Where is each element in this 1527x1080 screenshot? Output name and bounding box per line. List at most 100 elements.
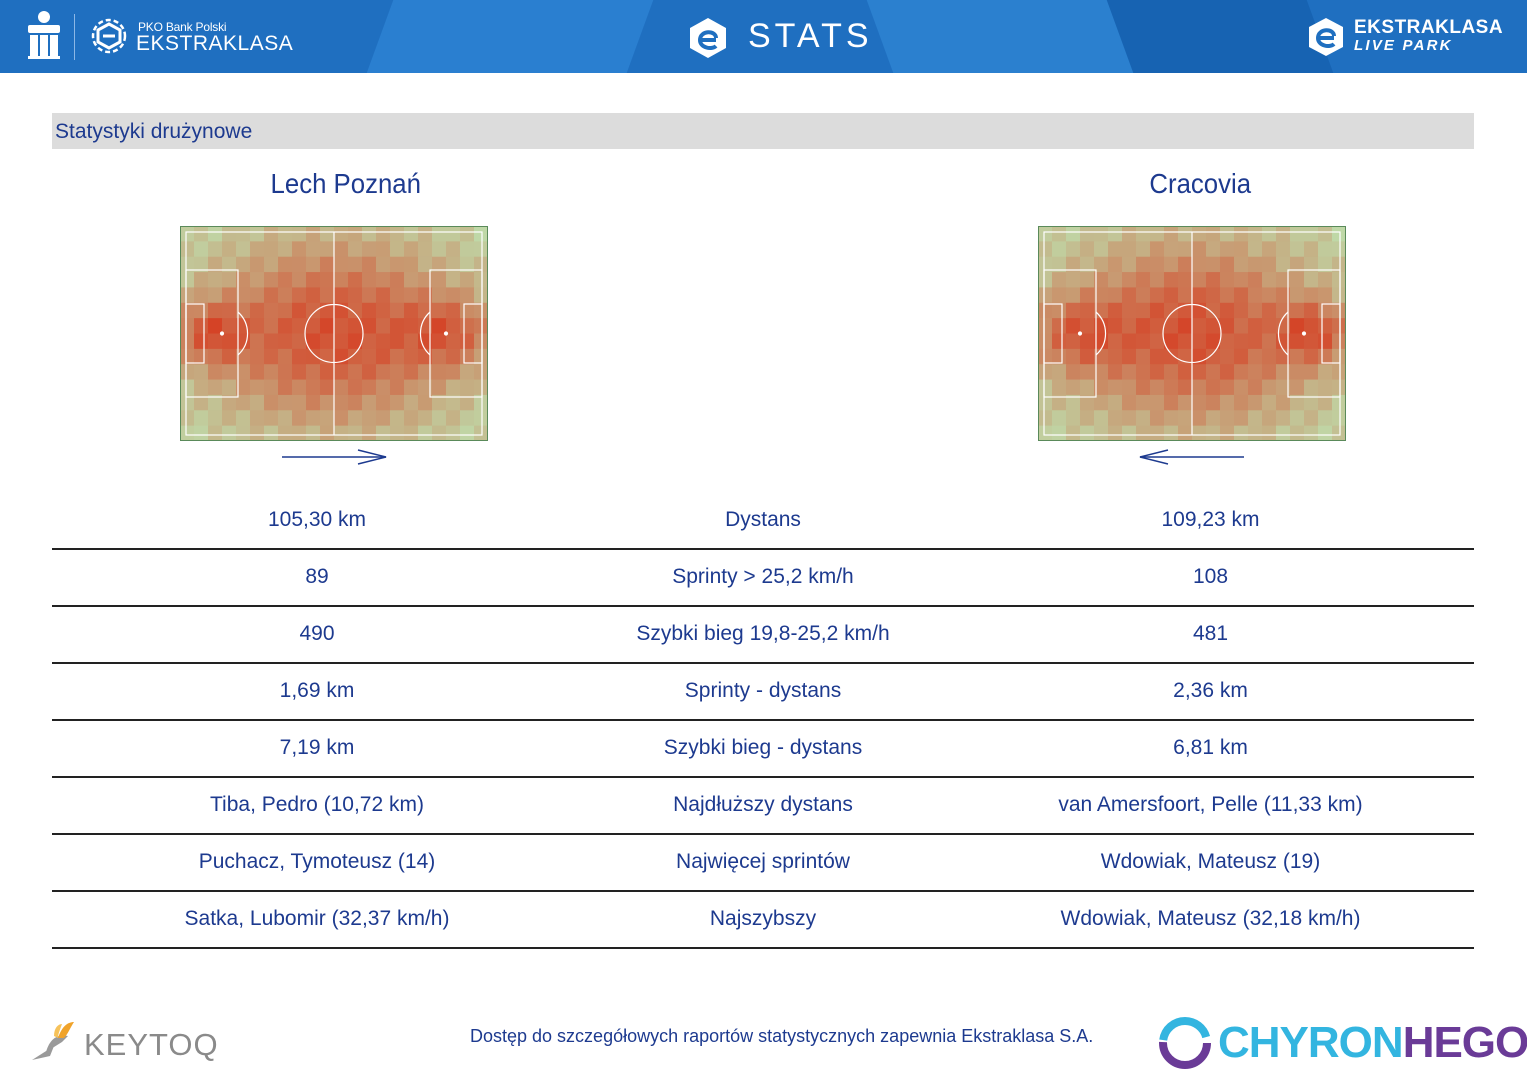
heatmap-cell [1290, 348, 1305, 365]
heatmap-cell [306, 348, 321, 365]
heatmap-cell [1234, 302, 1249, 319]
heatmap-cell [334, 364, 349, 381]
heatmap-cell [1066, 226, 1081, 242]
heatmap-cell [278, 287, 293, 304]
heatmap-cell [1066, 394, 1081, 411]
heatmap-cell [292, 425, 307, 441]
heatmap-cell [1136, 348, 1151, 365]
heatmap-cell [432, 318, 447, 334]
heatmap-cell [1094, 226, 1109, 242]
table-row: Satka, Lubomir (32,37 km/h) Najszybszy W… [52, 892, 1474, 949]
table-row: 89 Sprinty > 25,2 km/h 108 [52, 550, 1474, 607]
heatmap-cell [1318, 241, 1333, 258]
heatmap-cell [1262, 302, 1277, 319]
heatmap-cell [418, 379, 433, 396]
keytoq-bird-icon [32, 1022, 74, 1060]
heatmap-cell [1038, 226, 1053, 242]
heatmap-cell [1164, 272, 1179, 288]
heatmap-cell [1192, 287, 1207, 304]
heatmap-cell [418, 318, 433, 334]
heatmap-cell [348, 272, 363, 288]
heatmap-cell [278, 348, 293, 365]
heatmap-cell [1332, 425, 1346, 441]
heatmap-cell [194, 272, 209, 288]
heatmap-cell [1318, 302, 1333, 319]
heatmap-cell [1206, 318, 1221, 334]
home-value: Satka, Lubomir (32,37 km/h) [184, 907, 450, 930]
heatmap-cell [1080, 379, 1095, 396]
heatmap-cell [1290, 425, 1305, 441]
heatmap-cell [1276, 394, 1291, 411]
heatmap-cell [222, 379, 237, 396]
heatmap-cell [292, 410, 307, 427]
heatmap-cell [208, 379, 223, 396]
heatmap-cell [1066, 272, 1081, 288]
heatmap-cell [1304, 318, 1319, 334]
heatmap-cell [1220, 348, 1235, 365]
heatmap-cell [1150, 379, 1165, 396]
heatmap-cell [1206, 287, 1221, 304]
heatmap-cell [376, 348, 391, 365]
heatmap-cell [1220, 410, 1235, 427]
heatmap-cell [1136, 256, 1151, 273]
table-row: Tiba, Pedro (10,72 km) Najdłuższy dystan… [52, 778, 1474, 835]
heatmap-cell [306, 226, 321, 242]
heatmap-cell [278, 425, 293, 441]
heatmap-cell [1276, 364, 1291, 381]
heatmap-cell [404, 272, 419, 288]
heatmap-cell [1192, 318, 1207, 334]
heatmap-cell [1220, 425, 1235, 441]
heatmap-cell [1290, 333, 1305, 350]
heatmap-cell [1192, 272, 1207, 288]
arrow-left-icon [1139, 449, 1244, 465]
heatmap-cell [390, 425, 405, 441]
heatmap-cell [418, 333, 433, 350]
heatmap-cell [348, 333, 363, 350]
heatmap-cell [208, 425, 223, 441]
heatmap-cell [474, 425, 488, 441]
heatmap-cell [1052, 348, 1067, 365]
heatmap-cell [432, 364, 447, 381]
heatmap-cell [222, 302, 237, 319]
heatmap-cell [362, 272, 377, 288]
heatmap-cell [1136, 333, 1151, 350]
heatmap-cell [1038, 272, 1053, 288]
heatmap-cell [1066, 333, 1081, 350]
heatmap-cell [1150, 302, 1165, 319]
heatmap-cell [1234, 379, 1249, 396]
heatmap-cell [1080, 226, 1095, 242]
heatmap-cell [1248, 410, 1263, 427]
heatmap-cell [362, 318, 377, 334]
heatmap-cell [1276, 226, 1291, 242]
heatmap-cell [1066, 364, 1081, 381]
heatmap-cell [460, 302, 475, 319]
heatmap-cell [194, 394, 209, 411]
heatmap-cell [1304, 272, 1319, 288]
heatmap-cell [320, 379, 335, 396]
heatmap-cell [208, 272, 223, 288]
heatmap-cell [348, 379, 363, 396]
heatmap-cell [236, 379, 251, 396]
heatmap-cell [292, 241, 307, 258]
heatmap-cell [1220, 302, 1235, 319]
heatmap-cell [292, 333, 307, 350]
heatmap-cell [1108, 302, 1123, 319]
heatmap-cell [320, 241, 335, 258]
heatmap-cell [1304, 425, 1319, 441]
stat-label: Sprinty > 25,2 km/h [672, 565, 854, 588]
heatmap-cell [376, 379, 391, 396]
heatmap-cell [278, 272, 293, 288]
heatmap-cell [1136, 425, 1151, 441]
heatmap-cell [292, 287, 307, 304]
heatmap-cell [334, 394, 349, 411]
heatmap-cell [1262, 379, 1277, 396]
heatmap-cell [222, 348, 237, 365]
heatmap-cell [418, 302, 433, 319]
heatmap-cell [320, 287, 335, 304]
heatmap-cell [1122, 241, 1137, 258]
heatmap-cell [264, 302, 279, 319]
heatmap-cell [180, 302, 195, 319]
heatmap-cell [1066, 379, 1081, 396]
heatmap-cell [1038, 318, 1053, 334]
heatmap-cell [236, 226, 251, 242]
